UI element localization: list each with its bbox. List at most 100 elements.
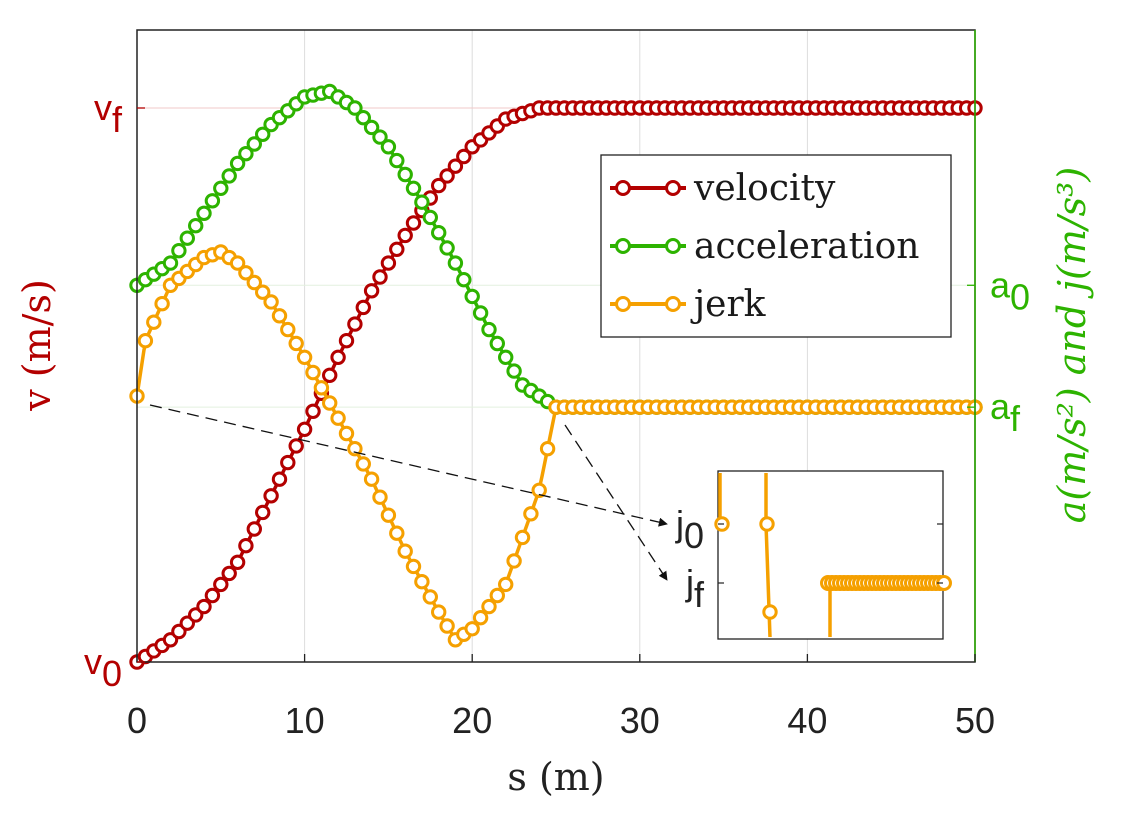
- point-acceleration: [389, 152, 405, 169]
- point-jerk: [464, 621, 480, 637]
- tick-labels: 0 10 20 30 40 50 vf v0 a0 af: [84, 87, 1030, 741]
- point-velocity: [447, 158, 464, 174]
- legend-swatch-marker: [665, 180, 681, 196]
- point-velocity: [439, 168, 455, 184]
- point-acceleration: [229, 155, 246, 172]
- point-acceleration: [397, 166, 413, 183]
- point-jerk: [322, 395, 338, 411]
- right-tick-label-a0: a0: [990, 264, 1030, 317]
- point-acceleration: [347, 100, 363, 116]
- point-jerk: [380, 507, 397, 523]
- point-velocity: [246, 521, 263, 537]
- point-jerk: [481, 598, 497, 615]
- right-tick-label-af: af: [990, 386, 1021, 439]
- point-acceleration: [405, 180, 422, 197]
- point-jerk: [255, 284, 271, 300]
- inset-tick-label-j0: j0: [675, 503, 704, 556]
- point-acceleration: [481, 321, 497, 338]
- point-jerk: [523, 506, 539, 522]
- legend-item-jerk: jerk: [610, 284, 767, 325]
- point-jerk: [405, 558, 422, 575]
- point-acceleration: [498, 349, 514, 365]
- point-jerk: [313, 380, 330, 396]
- point-jerk: [137, 333, 154, 349]
- point-acceleration: [204, 193, 221, 209]
- point-acceleration: [238, 146, 254, 162]
- point-jerk: [338, 425, 355, 442]
- inset-tick-label-jf: jf: [685, 562, 705, 615]
- point-velocity: [397, 227, 413, 244]
- point-velocity: [229, 554, 246, 570]
- series-velocity: [129, 100, 983, 670]
- legend: velocity acceleration jerk: [600, 154, 952, 338]
- point-jerk: [472, 610, 489, 626]
- point-velocity: [330, 349, 346, 365]
- point-velocity: [389, 241, 405, 258]
- point-jerk: [422, 589, 438, 605]
- point-jerk: [229, 255, 246, 271]
- point-jerk: [539, 441, 556, 457]
- point-acceleration: [447, 255, 464, 271]
- annotation-arrow-jf: [564, 424, 668, 581]
- legend-swatch-marker: [665, 238, 681, 254]
- point-jerk: [330, 410, 346, 426]
- point-velocity: [338, 333, 355, 349]
- point-acceleration: [179, 230, 196, 246]
- point-velocity: [288, 438, 304, 454]
- point-acceleration: [414, 194, 430, 210]
- point-jerk: [154, 296, 170, 312]
- point-velocity: [271, 471, 288, 487]
- point-velocity: [238, 538, 254, 554]
- point-acceleration: [372, 129, 388, 145]
- point-jerk: [238, 265, 254, 281]
- point-jerk: [514, 529, 531, 546]
- x-tick-label: 30: [620, 700, 660, 741]
- legend-swatch-marker: [615, 238, 631, 254]
- point-jerk: [439, 618, 455, 634]
- point-jerk: [506, 553, 522, 569]
- point-jerk: [389, 525, 405, 541]
- point-acceleration: [171, 243, 187, 259]
- point-velocity: [296, 421, 313, 437]
- point-acceleration: [422, 209, 438, 226]
- point-velocity: [355, 299, 371, 316]
- point-acceleration: [489, 335, 505, 352]
- legend-label-velocity: velocity: [693, 168, 836, 209]
- point-acceleration: [363, 119, 380, 136]
- point-acceleration: [439, 240, 455, 256]
- left-tick-label-vf: vf: [94, 87, 123, 140]
- point-velocity: [380, 255, 397, 271]
- point-jerk: [288, 335, 304, 352]
- point-acceleration: [472, 305, 489, 321]
- point-jerk: [498, 576, 514, 593]
- point-jerk: [355, 456, 371, 472]
- point-velocity: [372, 269, 388, 285]
- point-jerk: [431, 604, 447, 620]
- point-jerk: [280, 321, 296, 338]
- point-acceleration: [162, 255, 179, 271]
- point-acceleration: [246, 136, 263, 152]
- point-velocity: [196, 598, 212, 615]
- left-tick-label-v0: v0: [84, 641, 122, 694]
- point-velocity: [305, 403, 321, 419]
- point-jerk: [146, 314, 162, 330]
- point-jerk: [489, 587, 505, 604]
- point-jerk: [531, 482, 547, 498]
- point-acceleration: [221, 168, 237, 184]
- point-jerk: [246, 274, 263, 291]
- point-velocity: [322, 367, 338, 383]
- point-velocity: [221, 565, 237, 582]
- point-velocity: [363, 283, 380, 299]
- point-acceleration: [431, 225, 447, 241]
- point-velocity: [405, 215, 422, 231]
- annotation-arrow-j0: [149, 404, 668, 527]
- point-velocity: [347, 316, 363, 332]
- legend-item-acceleration: acceleration: [610, 226, 919, 267]
- point-acceleration: [255, 126, 271, 143]
- left-y-axis-label: v (m/s): [15, 279, 59, 412]
- point-jerk: [347, 441, 363, 457]
- point-acceleration: [188, 218, 204, 234]
- point-jerk: [305, 364, 321, 381]
- point-velocity: [431, 177, 447, 194]
- x-tick-label: 40: [787, 700, 827, 741]
